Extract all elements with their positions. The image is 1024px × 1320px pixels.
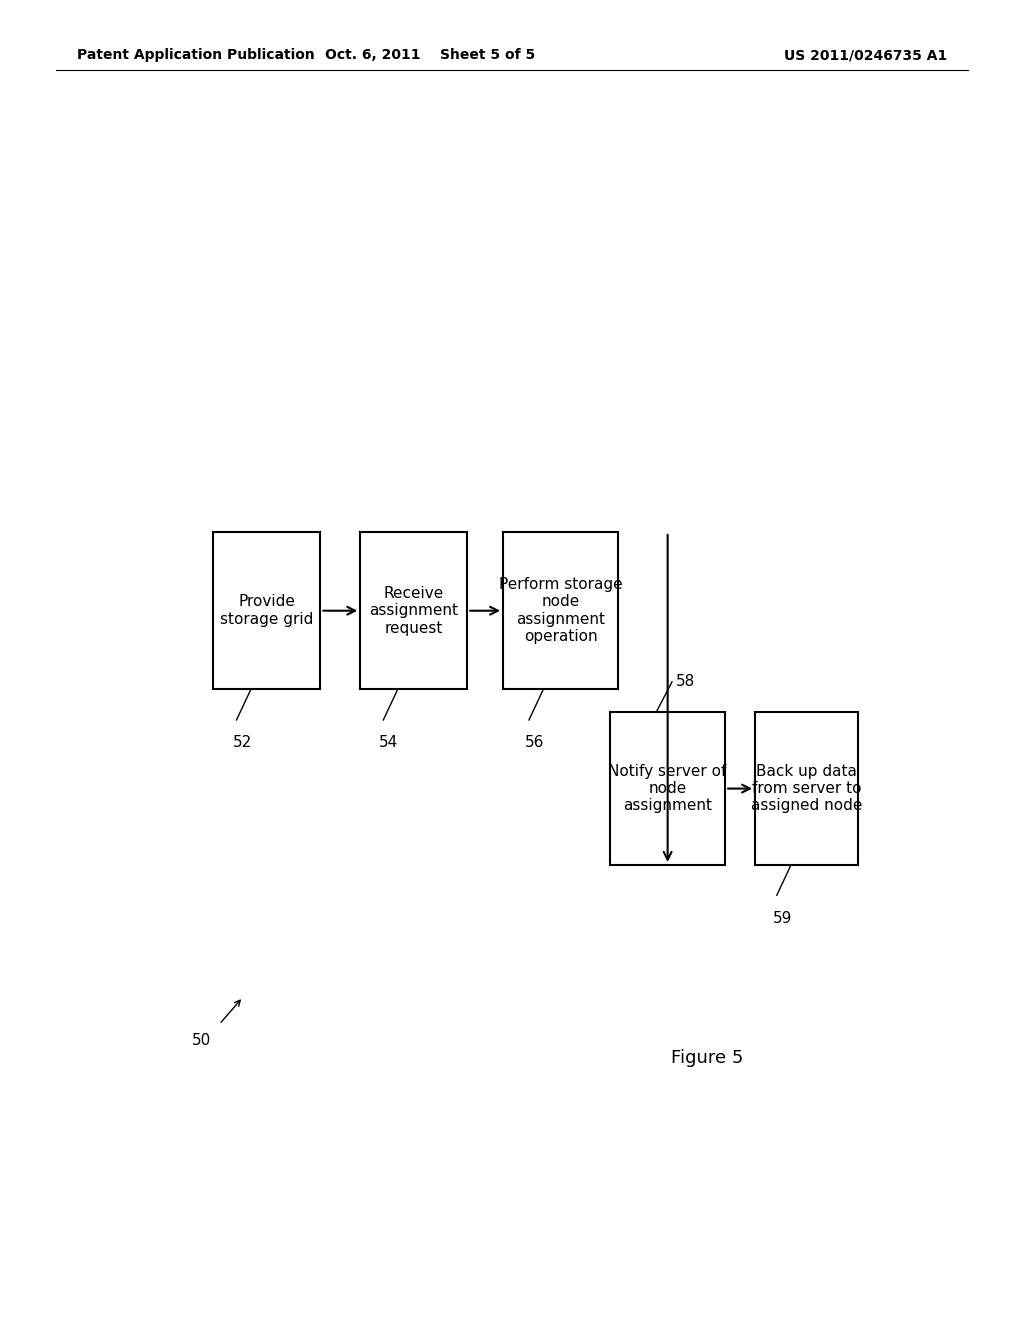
Bar: [610, 713, 725, 865]
Text: Notify server of
node
assignment: Notify server of node assignment: [608, 764, 727, 813]
Text: Receive
assignment
request: Receive assignment request: [370, 586, 458, 636]
Text: Back up data
from server to
assigned node: Back up data from server to assigned nod…: [751, 764, 862, 813]
Text: 52: 52: [232, 735, 252, 750]
Bar: [755, 713, 858, 865]
Text: 59: 59: [773, 911, 793, 925]
Text: Patent Application Publication: Patent Application Publication: [77, 49, 314, 62]
Text: US 2011/0246735 A1: US 2011/0246735 A1: [784, 49, 947, 62]
Text: 56: 56: [525, 735, 545, 750]
Text: 58: 58: [676, 673, 695, 689]
Bar: [213, 532, 321, 689]
Text: Figure 5: Figure 5: [671, 1049, 743, 1067]
Bar: [360, 532, 467, 689]
Text: Perform storage
node
assignment
operation: Perform storage node assignment operatio…: [499, 577, 623, 644]
Bar: [503, 532, 618, 689]
Text: Oct. 6, 2011    Sheet 5 of 5: Oct. 6, 2011 Sheet 5 of 5: [325, 49, 536, 62]
Text: Provide
storage grid: Provide storage grid: [220, 594, 313, 627]
Text: 50: 50: [191, 1032, 211, 1048]
Text: 54: 54: [379, 735, 398, 750]
